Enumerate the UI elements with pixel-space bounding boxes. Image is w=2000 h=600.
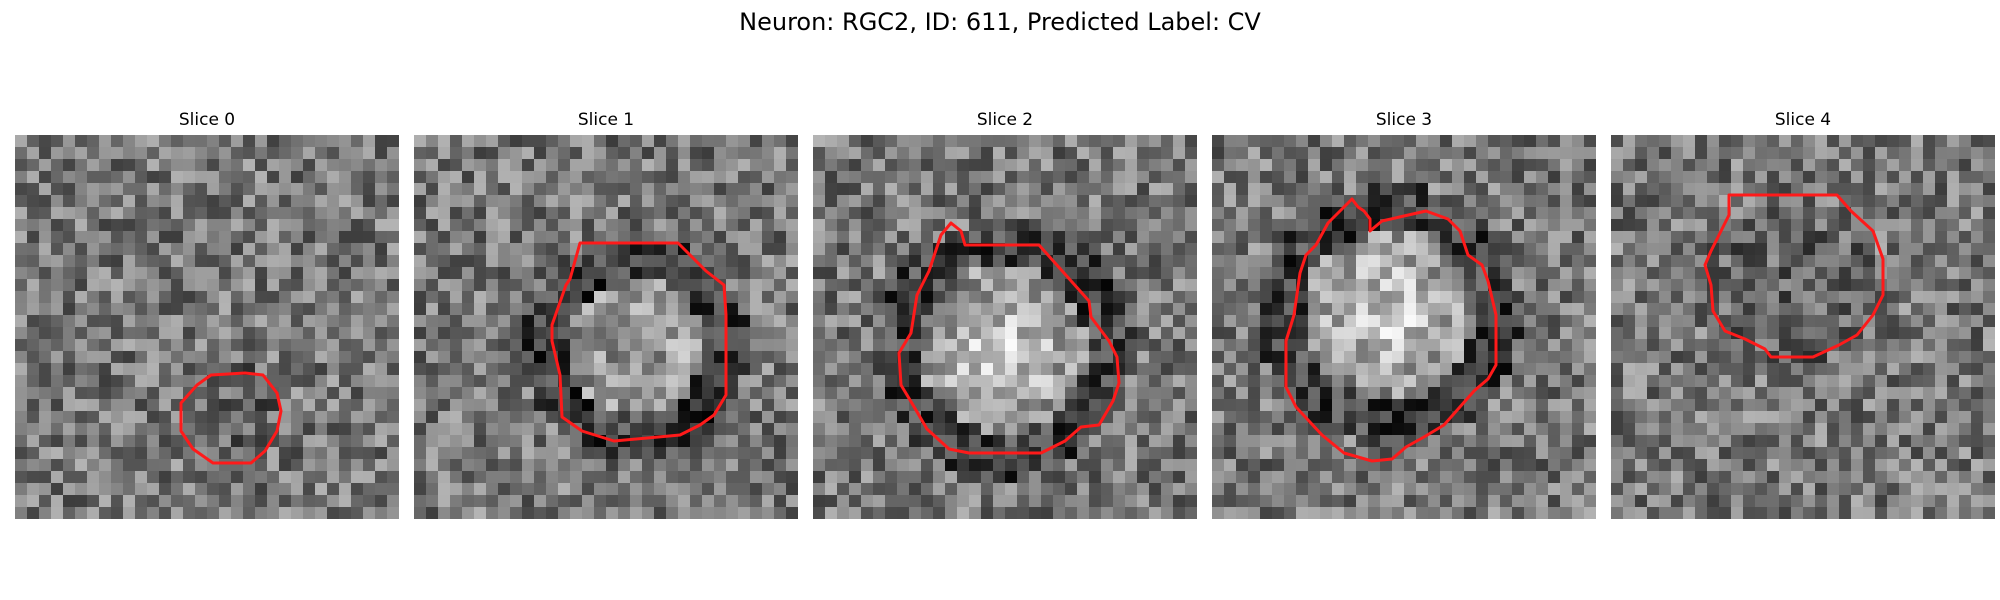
cell-contour bbox=[550, 241, 728, 443]
slice-title: Slice 2 bbox=[976, 110, 1034, 130]
slice-panel-4: Slice 4 bbox=[1611, 108, 1995, 519]
cell-contour bbox=[1703, 193, 1885, 359]
pixel-grid bbox=[1611, 135, 1995, 519]
slice-panel-0: Slice 0 bbox=[15, 108, 399, 519]
cell-contour bbox=[897, 221, 1121, 455]
slice-title: Slice 0 bbox=[178, 110, 236, 130]
slice-panel-2: Slice 2 bbox=[813, 108, 1197, 519]
figure-title: Neuron: RGC2, ID: 611, Predicted Label: … bbox=[739, 8, 1261, 36]
slice-panel-3: Slice 3 bbox=[1212, 108, 1596, 519]
pixel-grid bbox=[15, 135, 399, 519]
pixel-grid bbox=[813, 135, 1197, 519]
slice-image bbox=[1212, 135, 1596, 519]
slice-image bbox=[1611, 135, 1995, 519]
slice-panel-1: Slice 1 bbox=[414, 108, 798, 519]
slice-title: Slice 1 bbox=[577, 110, 635, 130]
pixel-grid bbox=[414, 135, 798, 519]
slice-image bbox=[813, 135, 1197, 519]
cell-contour bbox=[1284, 197, 1498, 463]
cell-contour bbox=[179, 371, 283, 465]
slice-title: Slice 3 bbox=[1375, 110, 1433, 130]
slice-image bbox=[414, 135, 798, 519]
slice-title: Slice 4 bbox=[1774, 110, 1832, 130]
slice-image bbox=[15, 135, 399, 519]
pixel-grid bbox=[1212, 135, 1596, 519]
